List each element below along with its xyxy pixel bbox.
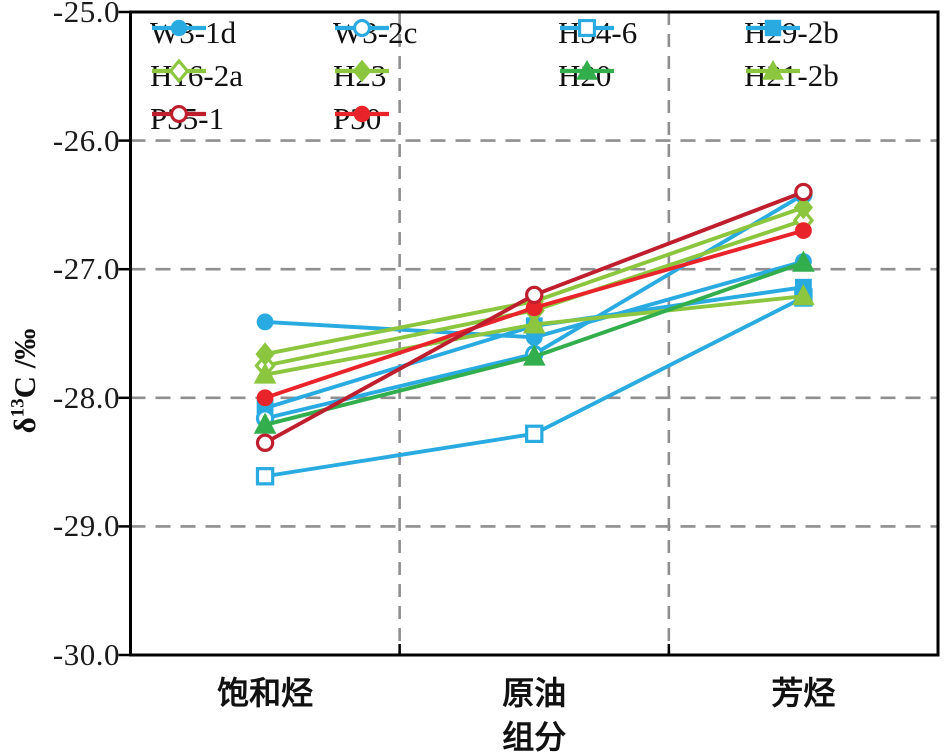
series-marker-P30-0 [256, 389, 274, 407]
legend-marker-square-filled-icon [746, 19, 800, 37]
series-marker-H34-6-1 [525, 424, 544, 444]
legend-marker-circle-filled-icon [335, 105, 389, 123]
y-tick-label--25: -25.0 [52, 0, 120, 29]
legend-marker-diamond-open-icon [152, 59, 206, 83]
y-tick-label--28: -28.0 [52, 379, 120, 415]
legend-marker-shape [353, 105, 371, 123]
legend-label-W3-1d: W3-1d [150, 15, 237, 50]
legend-marker-square-open-icon [560, 19, 614, 37]
series-marker-W3-1d-0 [256, 313, 274, 331]
series-marker-P35-1-0 [255, 433, 275, 453]
x-category-label-1: 饱和烃 [217, 675, 314, 711]
legend-marker-diamond-filled-icon [335, 59, 389, 83]
y-tick-label--30: -30.0 [52, 637, 120, 672]
y-axis-title: δ13C /‰ [7, 271, 49, 491]
legend-item-H34-6: H34-6 [558, 16, 637, 50]
legend-marker-triangle-filled-icon [560, 59, 614, 80]
legend-marker-shape [168, 59, 190, 83]
legend-item-H23: H23 [333, 59, 389, 93]
y-tick-label--26: -26.0 [52, 122, 120, 158]
series-marker-P35-1-1 [525, 285, 544, 305]
legend-item-H29-2b: H29-2b [744, 16, 839, 50]
series-marker-P35-1-2 [794, 182, 813, 202]
legend-marker-shape [352, 59, 372, 83]
legend-marker-shape [170, 19, 188, 37]
axes-frame [129, 10, 940, 657]
legend-marker-shape [762, 59, 784, 80]
legend-label-P35-1: P35-1 [150, 101, 225, 136]
x-category-label-2: 原油 [502, 675, 567, 711]
series-marker-P30-2 [795, 222, 812, 240]
legend-label-H21-2b: H21-2b [744, 58, 839, 93]
legend-label-W3-2c: W3-2c [333, 15, 418, 50]
series-marker-H21-2b-2 [792, 284, 815, 306]
series-marker-H21-2b-0 [253, 362, 277, 384]
legend-marker-shape [576, 59, 598, 80]
legend-label-H29-2b: H29-2b [744, 15, 839, 50]
legend-marker-circle-open-icon [152, 105, 206, 123]
legend-marker-circle-open-icon [335, 19, 389, 37]
y-axis-title-delta: δ [7, 417, 42, 434]
legend-marker-circle-filled-icon [152, 19, 206, 37]
series-marker-H20-1 [522, 344, 546, 366]
series-marker-H23-2 [793, 195, 814, 220]
x-axis-title: 组分 [502, 719, 567, 754]
legend-label-H16-2a: H16-2a [150, 58, 243, 93]
legend-marker-shape [353, 19, 371, 37]
legend-item-H16-2a: H16-2a [150, 59, 243, 93]
legend-item-H21-2b: H21-2b [744, 59, 839, 93]
series-marker-H21-2b-1 [522, 312, 546, 334]
series-marker-H34-6-0 [255, 467, 275, 486]
legend-marker-triangle-filled-icon [746, 59, 800, 80]
series-marker-H20-2 [792, 250, 815, 272]
x-category-label-3: 芳烃 [771, 675, 836, 711]
legend-item-P35-1: P35-1 [150, 102, 224, 136]
legend-item-W3-1d: W3-1d [150, 16, 236, 50]
legend-item-W3-2c: W3-2c [333, 16, 417, 50]
series-marker-H20-0 [253, 412, 277, 434]
y-axis-title-superscript: 13 [7, 398, 29, 418]
legend-marker-shape [170, 105, 188, 123]
y-tick-label--27: -27.0 [52, 251, 120, 287]
legend-item-P30: P30 [333, 102, 389, 136]
y-tick-label--29: -29.0 [52, 508, 120, 544]
legend-marker-shape [764, 19, 782, 37]
legend-label-H34-6: H34-6 [558, 15, 638, 50]
legend-item-H20: H20 [558, 59, 614, 93]
y-axis-title-unit: C /‰ [7, 328, 42, 399]
legend-marker-shape [578, 19, 596, 37]
